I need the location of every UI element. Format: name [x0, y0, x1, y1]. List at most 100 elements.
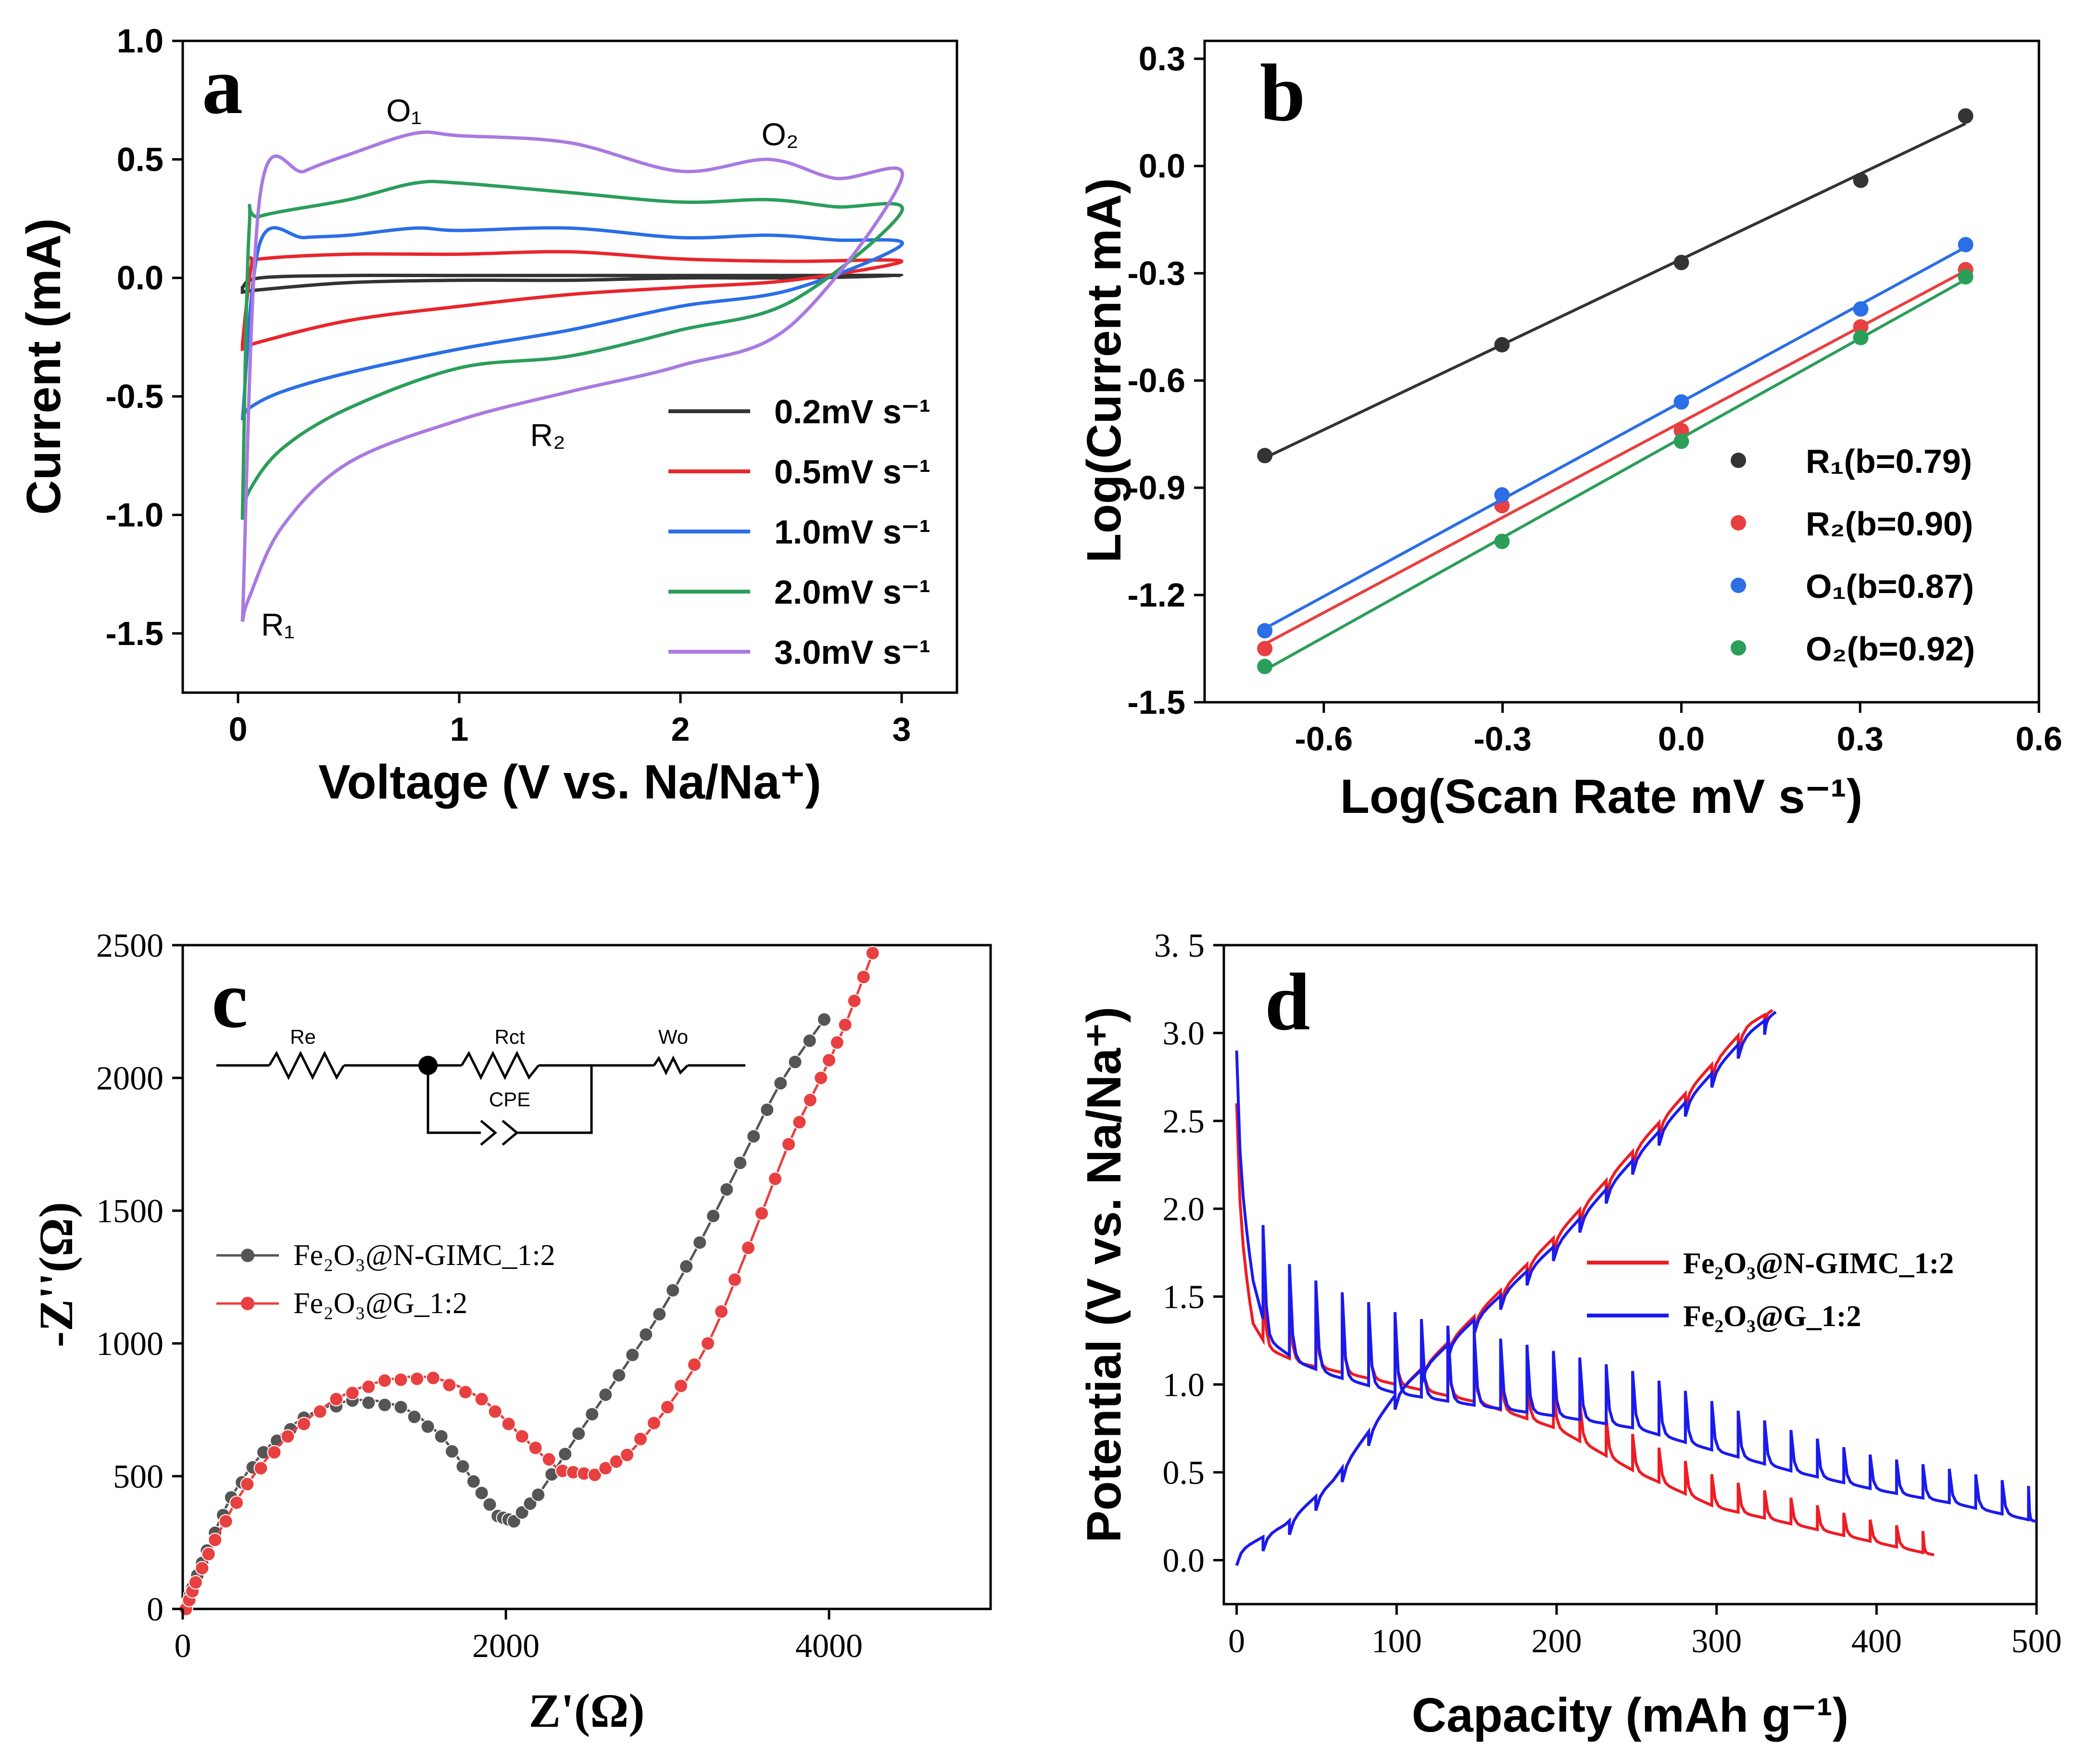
y-tick-label: 1500	[96, 1193, 163, 1230]
cv-curve-3	[240, 179, 904, 520]
y-tick-label: -0.5	[105, 378, 163, 415]
legend-marker-3	[1731, 640, 1746, 656]
nyquist-marker	[458, 1385, 473, 1400]
x-tick-label: 4000	[795, 1628, 863, 1665]
legend-label-3: O₂(b=0.92)	[1806, 630, 1975, 668]
nyquist-marker	[856, 970, 871, 985]
panel-b-frame	[1203, 39, 2040, 704]
wo-element	[653, 1055, 689, 1076]
legend-label-4: 3.0mV s⁻¹	[774, 633, 931, 671]
panel-d: 0 100 200 300 400 500 3. 5 3.0 2.5 2.0 1.5 1.0 0.5 0…	[1077, 927, 2062, 1742]
y-tick-label: 0.5	[1163, 1455, 1205, 1492]
nyquist-marker	[515, 1429, 529, 1444]
panel-c-y-ticks: 2500 2000 1500 1000 500 0	[96, 927, 183, 1628]
panel-a: 0 1 2 3 1.0 0.5 0.0 -0.5 -1.0 -1.5 a Voltage (V …	[17, 22, 958, 809]
x-tick-label: 0	[175, 1628, 191, 1665]
y-tick-label: -1.0	[105, 496, 163, 533]
y-tick-label: -0.3	[1127, 254, 1185, 292]
nyquist-marker	[523, 1496, 538, 1511]
panel-c-frame	[181, 944, 992, 1610]
nyquist-marker	[674, 1379, 688, 1393]
y-tick-label: 0.5	[117, 140, 163, 178]
nyquist-marker	[781, 1137, 796, 1152]
nyquist-marker	[188, 1575, 203, 1590]
nyquist-marker	[361, 1395, 376, 1410]
x-tick-label: 300	[1691, 1623, 1742, 1660]
x-tick-label: -0.6	[1295, 720, 1353, 758]
data-point	[1958, 237, 1974, 253]
x-tick-label: 400	[1851, 1623, 1902, 1660]
panel-c-plot	[178, 946, 880, 1616]
y-tick-label: 0.0	[1139, 147, 1185, 185]
re-resistor	[268, 1050, 345, 1080]
x-tick-label: 2000	[472, 1628, 540, 1665]
panel-c-letter: c	[212, 954, 248, 1045]
data-point	[1673, 254, 1689, 270]
nyquist-marker	[455, 1459, 470, 1474]
cpe-element-1	[480, 1120, 497, 1146]
nyquist-marker	[267, 1445, 282, 1460]
nyquist-marker	[609, 1454, 624, 1469]
y-tick-label: 3. 5	[1154, 927, 1205, 964]
y-tick-label: 3.0	[1163, 1015, 1205, 1052]
circuit-label-re: Re	[290, 1025, 316, 1048]
nyquist-marker	[768, 1171, 782, 1186]
nyquist-marker	[706, 1209, 721, 1224]
nyquist-marker	[313, 1404, 327, 1419]
gitt-discharge-1	[1235, 1050, 2037, 1523]
panel-a-y-ticks: 1.0 0.5 0.0 -0.5 -1.0 -1.5	[105, 22, 183, 652]
panel-c: 0 2000 4000 2500 2000 1500 1000 500 0 c Z'(Ω) -…	[29, 927, 992, 1737]
circuit-label-cpe: CPE	[489, 1088, 530, 1111]
legend-label-2: 1.0mV s⁻¹	[774, 513, 931, 551]
y-tick-label: 1000	[96, 1326, 163, 1363]
nyquist-marker	[218, 1514, 233, 1529]
legend-label-0: R₁(b=0.79)	[1806, 443, 1972, 480]
nyquist-marker	[728, 1272, 742, 1287]
nyquist-marker	[719, 1182, 734, 1197]
data-point	[1257, 448, 1273, 464]
nyquist-marker	[760, 1102, 775, 1117]
nyquist-marker	[733, 1155, 748, 1170]
x-tick-label: -0.3	[1473, 720, 1532, 758]
circuit-label-rct: Rct	[495, 1025, 525, 1048]
x-tick-label: 0.3	[1837, 720, 1884, 758]
x-tick-label: 200	[1531, 1623, 1582, 1660]
y-tick-label: -1.2	[1127, 576, 1185, 614]
nyquist-marker	[773, 1076, 788, 1091]
nyquist-marker	[666, 1283, 680, 1298]
y-tick-label: 500	[113, 1458, 163, 1495]
nyquist-marker	[830, 1035, 844, 1050]
fit-line-1	[1264, 269, 1966, 645]
nyquist-marker	[434, 1429, 449, 1444]
panel-b-ylabel: Log(Current mA)	[1077, 178, 1131, 563]
nyquist-marker	[201, 1546, 216, 1561]
nyquist-marker	[377, 1397, 392, 1412]
panel-b: -0.6 -0.3 0.0 0.3 0.6 0.3 0.0 -0.3 -0.6 -0.9 -1.2…	[1077, 39, 2062, 823]
nyquist-marker	[660, 1400, 675, 1415]
rct-resistor	[460, 1050, 540, 1080]
equivalent-circuit: Re Rct Wo CPE	[216, 1025, 745, 1146]
x-tick-label: 2	[671, 710, 690, 748]
panel-c-legend: Fe₂O₃@N-GIMC_1:2 Fe₂O₃@G_1:2	[216, 1239, 555, 1320]
nyquist-marker	[598, 1387, 613, 1402]
nyquist-marker	[647, 1416, 661, 1430]
nyquist-marker	[426, 1370, 440, 1385]
y-tick-label: 1.0	[1163, 1367, 1205, 1404]
data-point	[1494, 487, 1510, 503]
fit-line-0	[1264, 122, 1966, 459]
y-tick-label: -1.5	[1127, 683, 1185, 721]
nyquist-marker	[625, 1347, 640, 1362]
cv-curve-0	[240, 273, 904, 294]
y-tick-label: 2.0	[1163, 1191, 1205, 1228]
y-tick-label: 0.3	[1139, 40, 1185, 77]
nyquist-marker	[847, 993, 862, 1008]
nyquist-marker	[297, 1417, 311, 1431]
nyquist-marker	[585, 1407, 600, 1422]
panel-d-plot	[1235, 1009, 2037, 1566]
panel-a-xlabel: Voltage (V vs. Na/Na⁺)	[318, 755, 821, 809]
nyquist-marker	[679, 1259, 694, 1274]
nyquist-marker	[633, 1431, 648, 1446]
panel-d-letter: d	[1265, 957, 1310, 1047]
legend-label-0: 0.2mV s⁻¹	[774, 393, 931, 430]
nyquist-marker	[445, 1444, 459, 1459]
